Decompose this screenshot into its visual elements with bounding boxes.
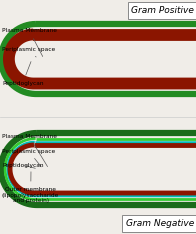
- Text: Outer membrane
(lipopolysaccharide
and protein): Outer membrane (lipopolysaccharide and p…: [2, 172, 59, 203]
- Text: Gram Negative: Gram Negative: [126, 219, 194, 228]
- Text: Plasma Membrane: Plasma Membrane: [2, 135, 57, 167]
- Text: Periplasmic space: Periplasmic space: [2, 47, 55, 57]
- Text: Peptidoglycan: Peptidoglycan: [2, 162, 44, 168]
- Text: Periplasmic space: Periplasmic space: [2, 149, 55, 167]
- Text: Plasma Membrane: Plasma Membrane: [2, 29, 57, 57]
- Text: Peptidoglycan: Peptidoglycan: [2, 62, 44, 85]
- Text: Gram Positive: Gram Positive: [131, 6, 194, 15]
